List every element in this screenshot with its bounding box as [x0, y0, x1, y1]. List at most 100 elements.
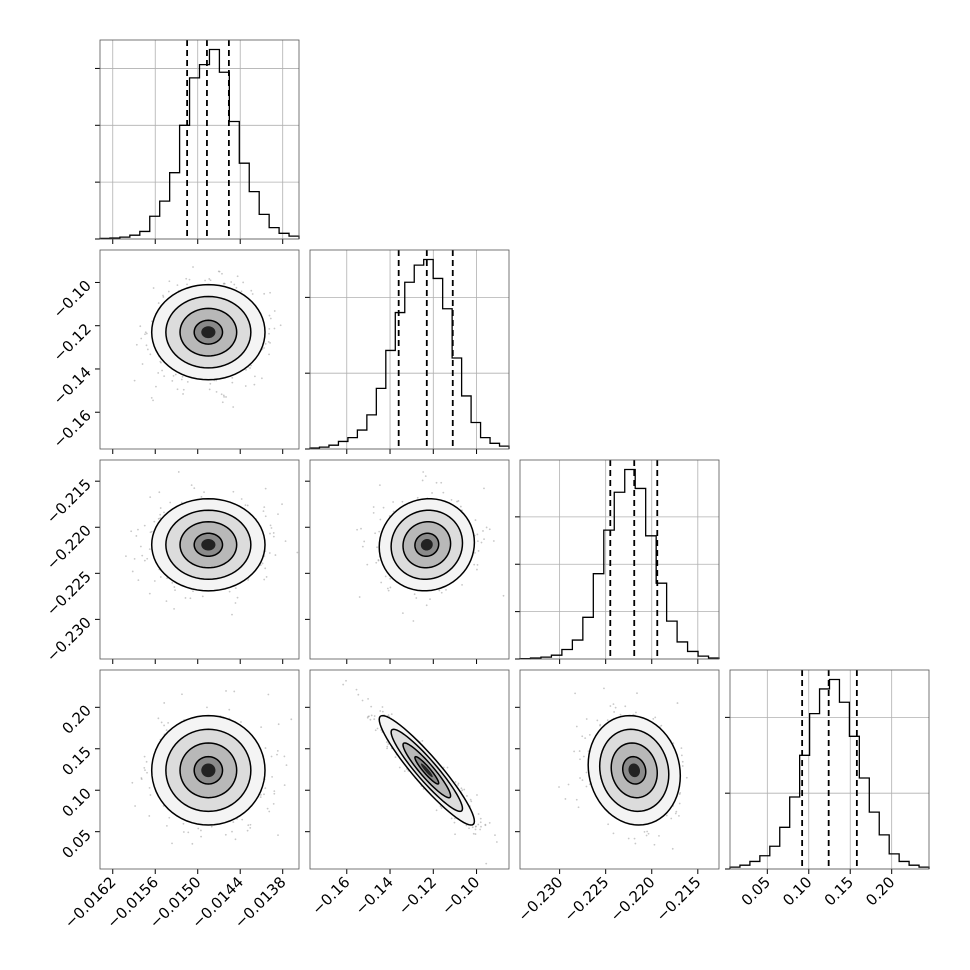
sample-point: [146, 348, 149, 351]
sample-point: [465, 824, 468, 827]
sample-point: [660, 724, 663, 727]
sample-point: [165, 825, 168, 827]
sample-point: [240, 721, 242, 723]
sample-point: [228, 590, 231, 593]
density-frame: [99, 669, 300, 870]
sample-point: [361, 545, 364, 548]
sample-point: [141, 554, 144, 557]
sample-point: [375, 561, 378, 564]
sample-point: [612, 832, 615, 835]
sample-point: [250, 364, 252, 367]
sample-point: [368, 715, 370, 718]
sample-point: [567, 783, 570, 786]
sample-point: [376, 727, 379, 730]
sample-point: [442, 491, 445, 494]
sample-point: [148, 786, 151, 789]
y-tick-label: 0.20: [58, 701, 94, 737]
sample-point: [387, 743, 390, 745]
sample-point: [474, 828, 477, 831]
sample-point: [191, 842, 194, 845]
sample-point: [209, 279, 212, 282]
sample-point: [184, 597, 187, 599]
sample-point: [246, 504, 249, 507]
sample-point: [209, 382, 212, 385]
sample-point: [249, 827, 252, 829]
sample-point: [152, 287, 155, 289]
sample-point: [269, 291, 271, 294]
sample-point: [474, 833, 477, 835]
density-panel-0-3: 0.050.100.150.20−0.0162−0.0156−0.0150−0.…: [58, 669, 300, 932]
sample-point: [401, 500, 404, 503]
sample-point: [222, 394, 225, 397]
x-tick-label: −0.12: [395, 873, 440, 918]
x-tick-label: 0.20: [862, 873, 898, 909]
sample-point: [425, 604, 428, 607]
sample-point: [429, 598, 431, 600]
sample-point: [232, 490, 235, 493]
sample-point: [189, 597, 192, 600]
sample-point: [260, 377, 263, 380]
sample-point: [165, 600, 168, 602]
sample-point: [254, 375, 256, 378]
sample-point: [247, 578, 250, 581]
sample-point: [168, 816, 171, 819]
sample-point: [450, 817, 453, 820]
sample-point: [163, 702, 166, 704]
sample-point: [381, 710, 384, 713]
sample-point: [476, 794, 478, 796]
histogram-panel-3: 0.05 0.10 0.15 0.20: [725, 669, 930, 909]
sample-point: [356, 528, 358, 531]
sample-point: [360, 527, 362, 530]
sample-point: [431, 492, 433, 494]
sample-point: [366, 563, 369, 566]
sample-point: [681, 760, 684, 763]
sample-point: [146, 557, 149, 560]
sample-point: [461, 583, 463, 586]
sample-point: [268, 332, 270, 335]
sample-point: [210, 825, 213, 828]
sample-point: [233, 690, 236, 693]
sample-point: [387, 714, 390, 716]
y-tick-label: −0.16: [50, 406, 95, 451]
sample-point: [392, 501, 395, 503]
sample-point: [190, 484, 193, 486]
sample-point: [480, 541, 483, 544]
y-tick-label: −0.12: [50, 320, 95, 365]
sample-point: [200, 829, 202, 832]
contour-line: [150, 497, 266, 592]
sample-point: [200, 835, 202, 838]
sample-point: [160, 721, 163, 724]
sample-point: [494, 834, 496, 837]
sample-point: [182, 831, 185, 833]
sample-point: [374, 729, 377, 732]
sample-point: [277, 723, 280, 726]
sample-point: [144, 333, 146, 336]
sample-point: [658, 834, 660, 837]
sample-point: [678, 793, 681, 795]
sample-point: [269, 532, 271, 535]
sample-point: [422, 471, 425, 473]
sample-point: [477, 813, 480, 815]
sample-point: [171, 581, 174, 584]
sample-point: [470, 800, 473, 803]
sample-point: [485, 862, 488, 865]
sample-point: [476, 540, 479, 543]
sample-point: [263, 578, 266, 581]
sample-point: [148, 592, 151, 595]
histogram-panel-2: [515, 459, 720, 664]
sample-point: [221, 272, 223, 275]
sample-point: [260, 726, 263, 729]
sample-point: [390, 713, 393, 716]
sample-point: [385, 741, 388, 744]
sample-point: [574, 692, 576, 695]
sample-point: [203, 491, 205, 494]
sample-point: [173, 586, 176, 588]
x-tick-label: −0.230: [514, 873, 566, 925]
sample-point: [131, 570, 134, 573]
sample-point: [380, 581, 383, 584]
sample-point: [479, 817, 482, 820]
sample-point: [165, 729, 168, 732]
sample-point: [439, 805, 442, 808]
sample-point: [230, 281, 233, 283]
sample-point: [186, 283, 188, 286]
